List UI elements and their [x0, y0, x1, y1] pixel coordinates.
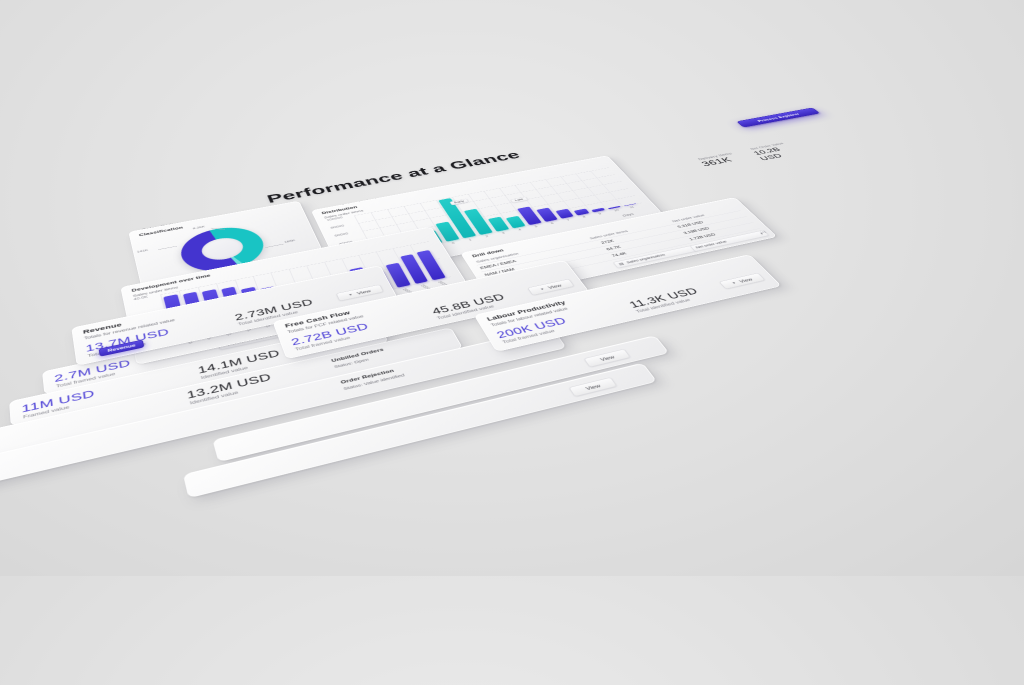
- distribution-x-tick: 10: [613, 208, 620, 213]
- donut-leader-3: [265, 243, 284, 248]
- distribution-y-tick: 60000: [334, 232, 349, 238]
- bottom-view-label-2: View: [584, 382, 602, 391]
- donut-callout-8-35k: 8.35K: [192, 225, 206, 231]
- distribution-x-tick: 3: [501, 231, 506, 235]
- fcf-view-label: View: [546, 282, 563, 290]
- donut-hole: [198, 235, 247, 263]
- dashboard-plane: Performance at a Glance Sales Orders 27.…: [0, 105, 1024, 617]
- distribution-x-tick: -4: [382, 255, 387, 258]
- bottom-view-button-2[interactable]: View: [568, 377, 618, 397]
- distribution-x-tick: 7: [566, 218, 571, 222]
- distribution-x-tick: 1: [468, 238, 473, 242]
- distribution-y-tick: 80000: [330, 224, 345, 230]
- donut-callout-165k: 165K: [283, 239, 296, 244]
- distribution-x-tick: 6: [550, 222, 555, 225]
- distribution-bar[interactable]: [573, 208, 590, 216]
- distribution-y-tick: 40000: [338, 241, 353, 246]
- unbilled-orders-status: Status: Open: [333, 357, 370, 370]
- distribution-y-tick: 0: [347, 259, 351, 262]
- bottom-view-label-1: View: [598, 354, 616, 362]
- distribution-x-tick: 5: [534, 225, 539, 229]
- chevron-down-icon: ▾: [731, 281, 737, 285]
- donut-leader-2: [157, 245, 178, 250]
- labour-view-button[interactable]: ▾ View: [718, 272, 766, 290]
- distribution-x-tick: 11: [628, 205, 636, 209]
- drilldown-group-select-value: Sales organisation: [625, 253, 666, 265]
- distribution-x-tick: 0: [451, 241, 456, 245]
- table-icon: ▤: [618, 262, 625, 266]
- classification-donut[interactable]: [175, 221, 271, 278]
- distribution-x-tick: 4: [517, 228, 522, 232]
- distribution-x-tick: 2: [484, 235, 489, 239]
- drilldown-row-2-items: 74.4K: [610, 251, 628, 258]
- process-explorer-button[interactable]: Process Explorer: [736, 107, 821, 128]
- bottom-view-button-1[interactable]: View: [583, 348, 631, 368]
- sub-row-1-identified-value: 14.1M USD: [196, 348, 282, 376]
- donut-callout-141k: 141K: [136, 248, 149, 254]
- dashboard-scene: Performance at a Glance Sales Orders 27.…: [0, 107, 821, 499]
- drilldown-measure-select-value: Net order value: [694, 240, 728, 250]
- distribution-x-tick: 9: [597, 212, 603, 216]
- distribution-x-tick: 8: [582, 215, 587, 219]
- distribution-x-axis-label: Days: [621, 212, 635, 218]
- chevron-down-icon: ▾: [540, 287, 545, 291]
- labour-identified-value: 11.3K USD: [627, 286, 701, 311]
- labour-view-label: View: [737, 276, 754, 284]
